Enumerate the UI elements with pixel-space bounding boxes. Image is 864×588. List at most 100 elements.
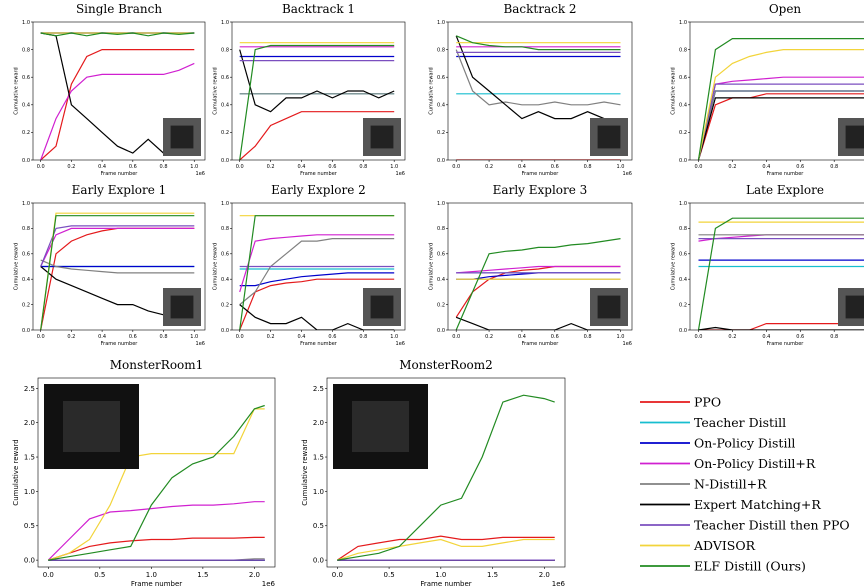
chart-title: MonsterRoom2 <box>399 358 493 372</box>
plot-lines <box>41 213 201 330</box>
y-tick-label: 1.5 <box>24 453 35 461</box>
x-tick-label: 0.2 <box>267 164 275 170</box>
inset-map-room <box>171 296 194 319</box>
x-tick-label: 1.0 <box>190 164 198 170</box>
y-tick-label: 1.0 <box>22 20 30 26</box>
y-tick-label: 0.4 <box>437 103 445 109</box>
x-tick-label: 0.4 <box>518 334 526 340</box>
plot-lines <box>456 239 628 330</box>
x-tick-label: 1.0 <box>617 164 625 170</box>
inset-map-room <box>371 126 394 149</box>
x-tick-label: 1.5 <box>197 571 208 579</box>
x-tick-label: 0.0 <box>695 164 703 170</box>
x-tick-label: 0.6 <box>328 334 336 340</box>
x-tick-label: 0.0 <box>43 571 54 579</box>
x-tick-label: 0.4 <box>98 334 106 340</box>
y-tick-label: 1.0 <box>221 201 229 207</box>
x-tick-label: 0.8 <box>584 334 592 340</box>
y-tick-label: 0.2 <box>22 302 30 308</box>
plot-lines <box>44 384 265 560</box>
y-tick-label: 0.4 <box>22 103 30 109</box>
x-axis-label: Frame number <box>420 580 471 588</box>
plot-lines <box>240 216 401 330</box>
x-axis-label: Frame number <box>767 341 805 347</box>
series-line <box>240 50 395 112</box>
y-axis-label: Cumulative reward <box>213 243 219 290</box>
y-tick-label: 1.5 <box>313 453 324 461</box>
y-tick-label: 0.2 <box>22 130 30 136</box>
x-tick-label: 1.0 <box>617 334 625 340</box>
inset-map-room <box>352 401 409 452</box>
x-axis-label: Frame number <box>101 171 139 177</box>
x-tick-label: 2.0 <box>249 571 260 579</box>
x-tick-label: 1.0 <box>390 334 398 340</box>
inset-map-room <box>598 126 621 149</box>
y-tick-label: 0.5 <box>24 522 35 530</box>
y-axis-label: Cumulative reward <box>14 67 20 114</box>
x-tick-label: 2.0 <box>539 571 550 579</box>
chart-title: Single Branch <box>76 2 162 16</box>
chart-title: Early Explore 2 <box>271 183 366 197</box>
figure: Single Branch 0.0 0.2 0.4 0.6 0.8 1.0 0.0 0.2 0.4… <box>0 0 864 588</box>
x-tick-label: 0.6 <box>551 334 559 340</box>
legend-label: Teacher Distill then PPO <box>694 518 850 533</box>
y-tick-label: 0.0 <box>24 557 35 565</box>
series-line <box>699 235 864 241</box>
x-tick-label: 0.5 <box>94 571 105 579</box>
x-offset-label: 1e6 <box>262 580 276 588</box>
y-tick-label: 2.0 <box>313 419 324 427</box>
x-axis-label: Frame number <box>101 341 139 347</box>
y-tick-label: 0.8 <box>22 47 30 53</box>
x-tick-label: 0.0 <box>236 334 244 340</box>
x-tick-label: 0.2 <box>67 334 75 340</box>
x-tick-label: 1.0 <box>435 571 446 579</box>
y-tick-label: 0.2 <box>437 130 445 136</box>
y-tick-label: 0.5 <box>313 522 324 530</box>
legend-label: PPO <box>694 395 721 410</box>
chart-title: Late Explore <box>746 183 824 197</box>
x-tick-label: 0.8 <box>160 334 168 340</box>
y-tick-label: 0.0 <box>437 328 445 334</box>
y-tick-label: 0.8 <box>221 47 229 53</box>
x-tick-label: 0.4 <box>762 164 770 170</box>
y-tick-label: 0.6 <box>679 75 687 81</box>
y-tick-label: 0.8 <box>679 226 687 232</box>
y-tick-label: 0.6 <box>22 75 30 81</box>
x-tick-label: 1.5 <box>487 571 498 579</box>
y-tick-label: 0.0 <box>313 557 324 565</box>
x-tick-label: 0.0 <box>452 164 460 170</box>
y-tick-label: 0.8 <box>437 226 445 232</box>
x-tick-label: 0.2 <box>67 164 75 170</box>
chart-title: Open <box>769 2 802 16</box>
x-axis-label: Frame number <box>522 341 560 347</box>
x-tick-label: 0.8 <box>160 164 168 170</box>
plot-lines <box>333 384 555 560</box>
x-axis-label: Frame number <box>300 341 338 347</box>
x-tick-label: 0.6 <box>129 334 137 340</box>
x-tick-label: 0.5 <box>384 571 395 579</box>
x-tick-label: 0.8 <box>359 334 367 340</box>
series-line <box>48 537 264 560</box>
y-tick-label: 0.4 <box>221 277 229 283</box>
x-tick-label: 0.8 <box>359 164 367 170</box>
y-tick-label: 0.6 <box>22 252 30 258</box>
y-tick-label: 0.2 <box>679 302 687 308</box>
y-axis-label: Cumulative reward <box>213 67 219 114</box>
y-tick-label: 2.5 <box>24 385 35 393</box>
x-tick-label: 0.0 <box>236 164 244 170</box>
y-tick-label: 0.0 <box>22 328 30 334</box>
x-offset-label: 1e6 <box>396 341 405 347</box>
x-tick-label: 0.0 <box>37 164 45 170</box>
x-axis-label: Frame number <box>767 171 805 177</box>
x-tick-label: 0.4 <box>98 164 106 170</box>
x-offset-label: 1e6 <box>623 171 632 177</box>
x-tick-label: 0.6 <box>796 334 804 340</box>
series-line <box>456 50 620 105</box>
plot-lines <box>699 39 864 160</box>
x-tick-label: 0.4 <box>762 334 770 340</box>
y-tick-label: 1.0 <box>679 20 687 26</box>
x-axis-label: Frame number <box>522 171 560 177</box>
x-axis-label: Frame number <box>131 580 182 588</box>
x-tick-label: 0.0 <box>37 334 45 340</box>
y-tick-label: 0.8 <box>221 226 229 232</box>
